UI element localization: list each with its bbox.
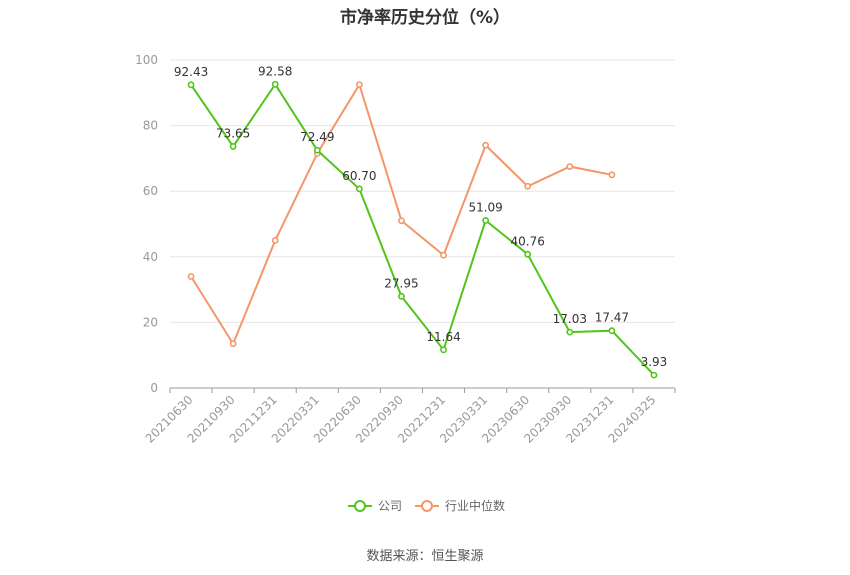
data-label: 17.47 [595, 311, 629, 325]
data-point [271, 236, 279, 244]
data-label: 27.95 [384, 276, 418, 290]
data-point [398, 292, 405, 300]
data-label: 92.58 [258, 64, 292, 78]
data-label: 51.09 [468, 200, 502, 214]
source-note: 数据来源：恒生聚源 [366, 549, 484, 564]
data-point [440, 251, 447, 259]
legend-swatch-marker [421, 500, 433, 512]
chart-title: 市净率历史分位（%） [339, 8, 511, 28]
data-point [229, 340, 237, 348]
data-label: 73.65 [216, 126, 250, 140]
data-point [650, 371, 658, 379]
data-label: 92.43 [174, 65, 208, 79]
y-tick-label: 40 [143, 250, 158, 264]
data-label: 72.49 [300, 130, 334, 144]
legend-swatch-marker [354, 500, 366, 512]
data-point [482, 217, 490, 224]
data-point [398, 217, 405, 225]
data-point [482, 141, 490, 149]
data-point [566, 328, 574, 336]
series-line [190, 82, 655, 376]
legend-label: 公司 [378, 499, 402, 513]
data-label: 60.70 [342, 169, 376, 183]
data-point [355, 81, 363, 88]
legend-label: 行业中位数 [445, 498, 505, 513]
data-label: 3.93 [641, 355, 668, 369]
y-tick-label: 100 [135, 53, 158, 67]
data-label: 11.64 [426, 330, 460, 344]
data-point [229, 143, 237, 150]
data-point [187, 81, 195, 89]
data-point [271, 80, 279, 88]
series-line [190, 82, 613, 346]
y-tick-label: 80 [143, 119, 158, 133]
data-point [187, 273, 195, 280]
data-point [566, 163, 574, 170]
data-point [524, 182, 532, 190]
data-point [440, 346, 447, 354]
data-point [355, 185, 363, 193]
data-point [608, 171, 616, 179]
data-point [313, 146, 321, 154]
y-tick-label: 0 [150, 381, 158, 395]
data-point [524, 250, 532, 258]
y-tick-label: 60 [143, 184, 158, 198]
y-tick-label: 20 [143, 315, 158, 329]
data-label: 40.76 [511, 234, 545, 248]
data-label: 17.03 [553, 312, 587, 326]
data-point [608, 327, 616, 335]
